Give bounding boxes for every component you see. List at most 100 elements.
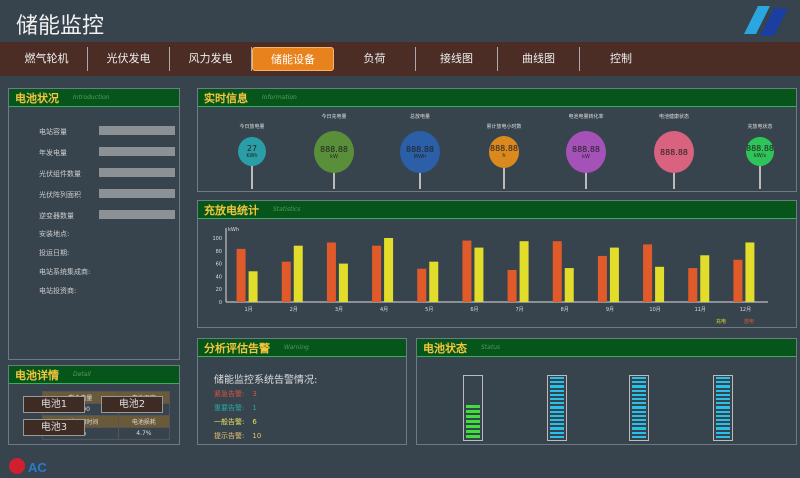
cell-segment	[632, 418, 646, 422]
field-value-box	[99, 126, 175, 135]
nav-tab[interactable]: 曲线图	[498, 47, 580, 71]
cell-segment	[632, 410, 646, 413]
field-value-box	[99, 189, 175, 198]
alarm-label: 紧急告警:	[214, 390, 245, 398]
page-title: 储能监控	[16, 14, 105, 39]
metric-bubble: 888.88 kW/s	[746, 137, 774, 167]
alarm-row: 重要告警: 1	[214, 403, 257, 413]
metric-bubble: 27 KWh	[238, 137, 266, 167]
cell-segment	[550, 393, 564, 396]
field-value-box	[99, 210, 175, 219]
alarm-heading: 储能监控系统告警情况:	[214, 375, 318, 386]
cell-segment	[632, 389, 646, 392]
x-tick-label: 6月	[470, 307, 478, 313]
bar-充电	[384, 238, 394, 302]
cell-segment	[550, 423, 564, 426]
cell-segment	[716, 435, 730, 438]
cell-segment	[716, 376, 730, 380]
bar-放电	[462, 240, 472, 302]
metric-unit: MWh	[413, 153, 427, 160]
nav-tab[interactable]: 燃气轮机	[6, 47, 88, 71]
battery-2-button[interactable]: 电池2	[101, 396, 163, 413]
company-logo	[744, 6, 788, 36]
svg-text:AC: AC	[28, 460, 47, 475]
battery-1-button[interactable]: 电池1	[23, 396, 85, 413]
cell-segment	[466, 410, 480, 413]
alarm-count: 1	[252, 404, 257, 412]
bar-放电	[643, 244, 653, 302]
battery-3-button[interactable]: 电池3	[23, 419, 85, 436]
field-label: 电站容量	[39, 128, 67, 136]
x-tick-label: 10月	[649, 307, 660, 313]
bar-充电	[655, 266, 665, 302]
legend-item: 放电	[744, 318, 754, 325]
legend-item: 充电	[716, 318, 726, 325]
cell-segment	[632, 393, 646, 396]
bar-放电	[372, 245, 382, 302]
main-nav: 燃气轮机 光伏发电 风力发电 储能设备 负荷 接线图 曲线图 控制	[0, 42, 800, 76]
nav-tab[interactable]: 光伏发电	[88, 47, 170, 71]
nav-tab[interactable]: 负荷	[334, 47, 416, 71]
y-tick-label: 40	[216, 274, 222, 280]
field-label: 年发电量	[39, 149, 67, 157]
alarm-label: 一般告警:	[214, 418, 245, 426]
cell-segment	[716, 389, 730, 392]
bar-放电	[733, 259, 743, 302]
cell-segment	[550, 435, 564, 438]
realtime-panel: 实时信息 Information 今日放电量 27 KWh 今日充电量 888.88 kW 总…	[197, 88, 797, 192]
field-label: 逆变器数量	[39, 212, 74, 220]
cell-segment	[466, 405, 480, 408]
company-footer-logo: AC	[9, 458, 47, 475]
charge-chart: kWh 0 20 40 60 80 100 1月 2月 3月 4月 5月 6月 7月 8月 9月 10月 11月 1…	[212, 227, 768, 325]
alarm-row: 提示告警: 10	[214, 431, 261, 441]
metric-unit: kW	[330, 153, 338, 160]
x-tick-label: 8月	[561, 307, 569, 313]
metric-value: 888.88	[572, 144, 600, 154]
metric-value: 888.88	[490, 144, 518, 154]
nav-tab[interactable]: 风力发电	[170, 47, 252, 71]
cell-segment	[550, 406, 564, 409]
cell-segment	[550, 389, 564, 392]
metric-value: 27	[246, 144, 258, 154]
metric-value: 888.88	[660, 147, 688, 157]
battery-cell-gauge	[547, 375, 567, 441]
alarm-label: 重要告警:	[214, 404, 245, 412]
metric-stem	[759, 151, 761, 189]
metric-bubble: 888.88 kW	[566, 131, 606, 173]
metric-bubble: 888.88 h	[489, 136, 519, 168]
battery-detail-panel: 电池详情 Detail 电池1 电池2 电池3	[8, 365, 180, 445]
cell-segment	[550, 414, 564, 417]
alarm-count: 10	[252, 432, 262, 440]
cell-state-panel: 电池状态 Status	[416, 338, 797, 445]
x-tick-label: 1月	[244, 307, 252, 313]
bar-放电	[417, 268, 427, 302]
cell-segment	[550, 427, 564, 430]
bar-放电	[236, 248, 246, 302]
y-tick-label: 100	[212, 236, 222, 242]
x-tick-label: 11月	[695, 307, 706, 313]
bar-充电	[338, 263, 348, 302]
cell-segment	[632, 435, 646, 438]
battery-cell-gauge	[463, 375, 483, 441]
cell-segment	[716, 397, 730, 401]
metric-unit: kW/s	[753, 153, 767, 160]
cell-segment	[716, 393, 730, 396]
metric-unit: KWh	[246, 153, 258, 160]
nav-tab[interactable]: 储能设备	[252, 47, 334, 71]
bar-放电	[507, 270, 517, 302]
bar-放电	[281, 261, 291, 302]
bar-放电	[688, 268, 698, 302]
cell-segment	[550, 418, 564, 422]
cell-segment	[716, 418, 730, 422]
battery-cell-gauge	[629, 375, 649, 441]
cell-segment	[550, 431, 564, 434]
panel-subtitle: Detail	[73, 371, 91, 378]
metric-label: 累计放电小时数	[486, 124, 522, 130]
info-label: 电站系统集成商:	[39, 268, 91, 276]
nav-tab[interactable]: 接线图	[416, 47, 498, 71]
metric-label: 电池健康状态	[658, 114, 690, 120]
metric-stem	[251, 151, 253, 189]
y-axis-label: kWh	[228, 227, 239, 233]
cell-segment	[466, 435, 480, 438]
nav-tab[interactable]: 控制	[610, 52, 632, 65]
